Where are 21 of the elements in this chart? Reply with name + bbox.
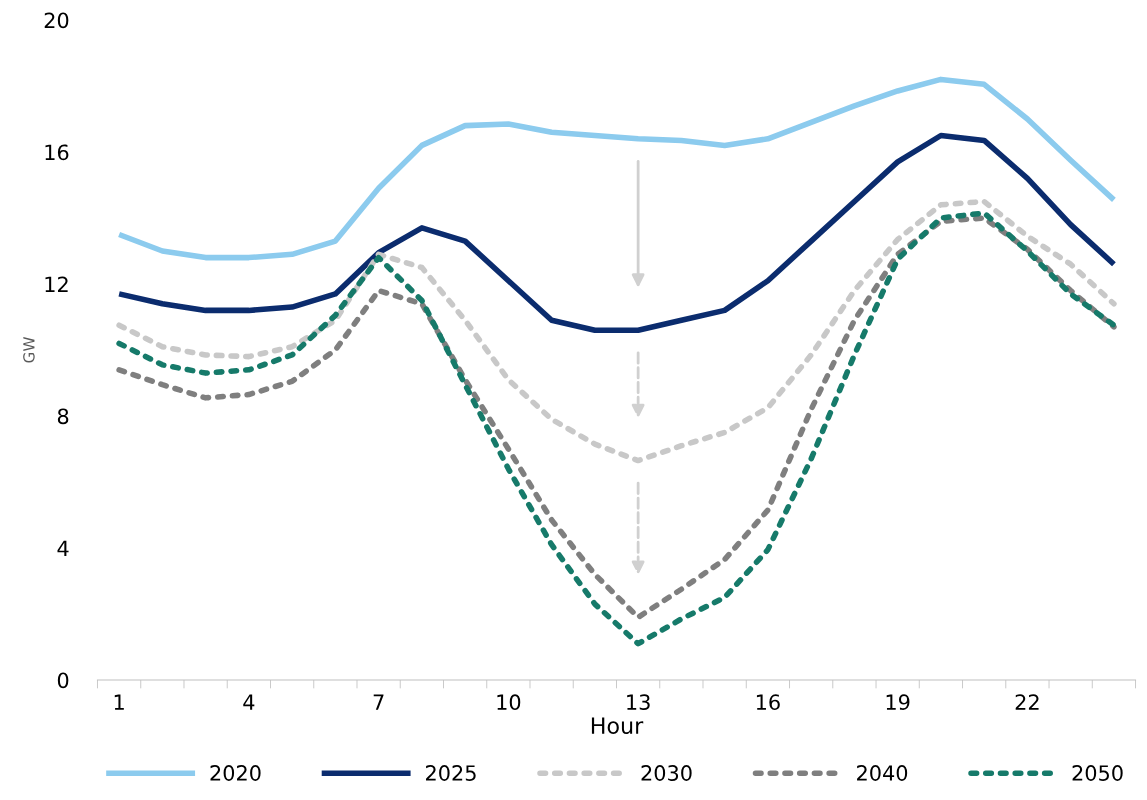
legend-label: 2020 xyxy=(210,765,261,781)
x-tick-label: 22 xyxy=(1015,694,1039,710)
y-tick-label: 12 xyxy=(45,276,68,292)
x-axis-title: Hour xyxy=(591,717,644,735)
y-tick-label: 4 xyxy=(57,540,69,556)
legend-label: 2030 xyxy=(641,765,692,781)
legend-label: 2050 xyxy=(1072,765,1123,781)
x-tick-label: 10 xyxy=(497,694,521,711)
x-tick-label: 7 xyxy=(373,694,384,710)
x-tick-label: 4 xyxy=(243,694,255,710)
x-tick-label: 16 xyxy=(756,694,780,711)
x-tick-label: 1 xyxy=(114,694,124,710)
x-tick-label: 19 xyxy=(886,694,910,711)
y-tick-label: 20 xyxy=(44,12,69,29)
y-tick-label: 8 xyxy=(57,408,69,425)
y-tick-label: 0 xyxy=(57,672,69,689)
legend-label: 2040 xyxy=(857,765,908,781)
x-tick-label: 13 xyxy=(627,694,650,711)
legend-label: 2025 xyxy=(426,765,476,781)
y-axis-title: GW xyxy=(23,337,35,363)
y-tick-label: 16 xyxy=(45,144,69,161)
